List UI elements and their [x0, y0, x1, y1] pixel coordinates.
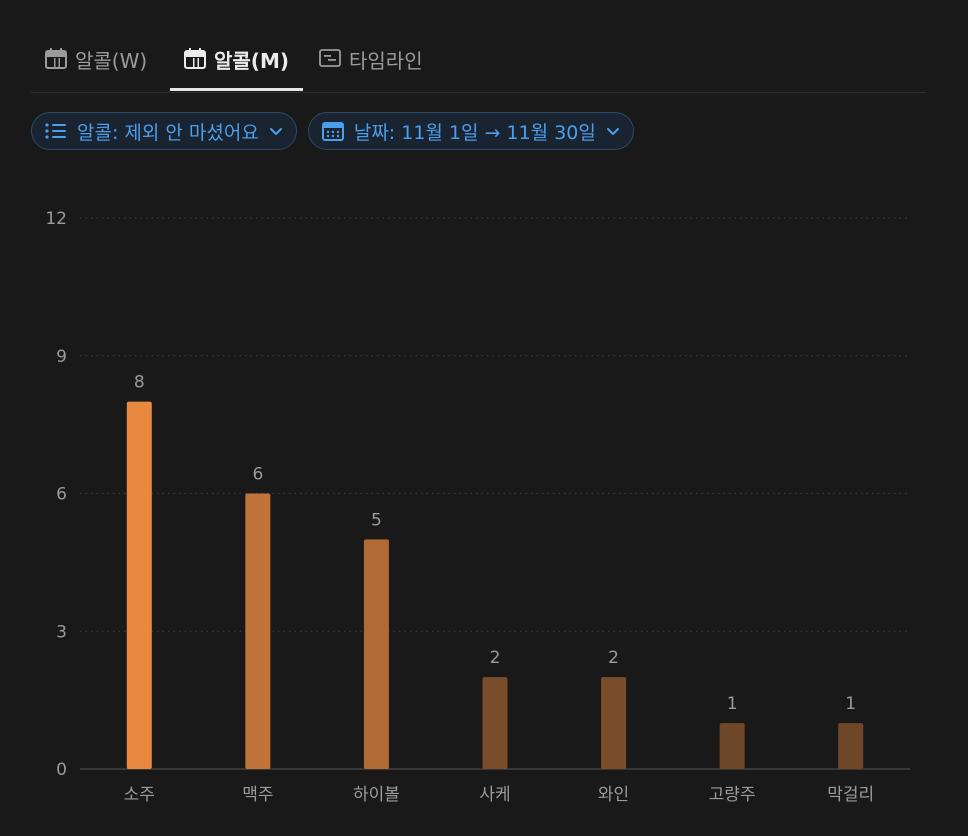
y-tick-label: 0 — [56, 760, 67, 780]
bar-1[interactable] — [126, 401, 152, 769]
x-tick-label: 막걸리 — [827, 785, 874, 805]
y-tick-label: 3 — [56, 622, 67, 642]
calendar-icon — [321, 122, 344, 141]
tab-timeline[interactable]: 타임라인 — [305, 40, 437, 91]
view-tabs: 알콜(W) 알콜(M) 타임라인 — [31, 0, 926, 93]
y-tick-label: 12 — [45, 209, 67, 229]
tab-label: 알콜(W) — [75, 49, 148, 73]
bar-value-label: 5 — [371, 510, 382, 530]
bar-value-label: 2 — [608, 648, 619, 668]
date-filter-chip[interactable]: 날짜: 11월 1일 → 11월 30일 — [307, 112, 634, 150]
timeline-icon — [319, 49, 341, 67]
filter-bar: 알콜: 제외 안 마셨어요 날짜: 11월 1일 → 11월 30일 — [31, 112, 634, 150]
bar-6[interactable] — [719, 723, 745, 769]
x-tick-label: 하이볼 — [353, 785, 400, 805]
bar-5[interactable] — [601, 677, 627, 769]
tab-label: 알콜(M) — [214, 49, 289, 73]
y-tick-label: 9 — [56, 347, 67, 367]
x-tick-label: 맥주 — [242, 785, 273, 805]
calendar-icon — [45, 48, 67, 69]
bar-3[interactable] — [363, 539, 389, 769]
list-icon — [45, 123, 66, 139]
bar-value-label: 6 — [252, 465, 263, 485]
x-tick-label: 고량주 — [709, 785, 756, 805]
calendar-icon — [184, 48, 206, 69]
bar-value-label: 2 — [490, 648, 501, 668]
tab-alcohol-weekly[interactable]: 알콜(W) — [31, 40, 161, 91]
date-filter-label: 날짜: 11월 1일 → 11월 30일 — [353, 121, 596, 144]
bar-value-label: 1 — [845, 694, 856, 714]
alcohol-filter-chip[interactable]: 알콜: 제외 안 마셨어요 — [31, 112, 297, 150]
y-tick-label: 6 — [56, 485, 67, 505]
x-tick-label: 와인 — [598, 785, 629, 805]
tab-label: 타임라인 — [349, 49, 423, 73]
bar-value-label: 1 — [727, 694, 738, 714]
bar-4[interactable] — [482, 677, 508, 769]
x-tick-label: 사케 — [479, 785, 510, 805]
bar-value-label: 8 — [134, 373, 145, 393]
bar-7[interactable] — [838, 723, 864, 769]
chevron-down-icon — [606, 128, 619, 135]
tab-alcohol-monthly[interactable]: 알콜(M) — [170, 40, 303, 91]
alcohol-filter-label: 알콜: 제외 안 마셨어요 — [77, 121, 259, 144]
bar-2[interactable] — [245, 493, 271, 770]
x-tick-label: 소주 — [124, 785, 155, 805]
chevron-down-icon — [269, 128, 282, 135]
